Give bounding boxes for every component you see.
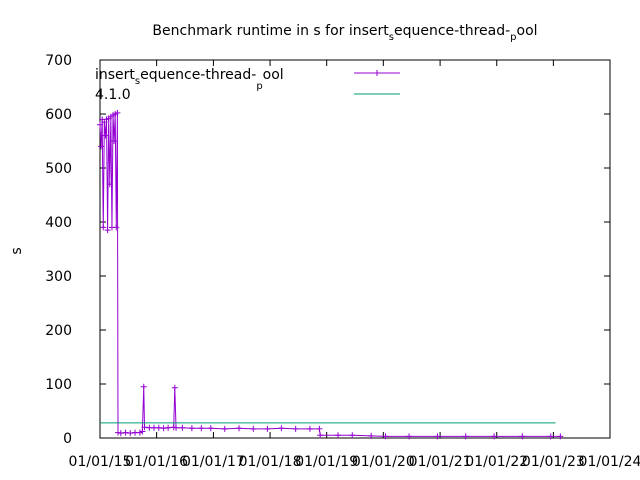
- data-point: [382, 433, 389, 440]
- legend0-part-sub1: s: [135, 76, 140, 87]
- legend-marker-series-0: [374, 70, 380, 76]
- data-point: [104, 227, 111, 234]
- x-tick-label: 01/01/22: [465, 454, 528, 470]
- x-tick-label: 01/01/20: [352, 454, 415, 470]
- data-point: [122, 429, 129, 436]
- data-point: [111, 138, 118, 144]
- y-tick-label: 700: [45, 53, 72, 69]
- legend0-part-end: ool: [263, 67, 284, 83]
- data-point: [160, 425, 167, 432]
- data-point: [113, 224, 120, 231]
- legend0-part-sub2: p: [256, 81, 262, 92]
- x-tick-label: 01/01/23: [522, 454, 585, 470]
- data-point: [278, 425, 285, 432]
- plot-area: 010020030040050060070001/01/1501/01/1601…: [45, 53, 640, 470]
- data-point: [117, 430, 124, 437]
- legend0-part-main: insert: [95, 67, 135, 83]
- data-point: [221, 425, 228, 432]
- data-point: [155, 424, 162, 431]
- data-point: [106, 181, 113, 188]
- x-tick-label: 01/01/21: [409, 454, 472, 470]
- data-point: [406, 433, 413, 440]
- x-tick-label: 01/01/18: [239, 454, 302, 470]
- data-point: [491, 433, 498, 440]
- data-point: [165, 424, 172, 431]
- data-point: [141, 424, 148, 431]
- y-axis-label: s: [9, 247, 25, 254]
- data-point: [171, 384, 178, 391]
- legend-label-series-0: insertsequence-thread-pool: [95, 67, 284, 92]
- data-point: [100, 224, 107, 231]
- title-part-end: ool: [517, 23, 538, 39]
- y-tick-label: 0: [63, 431, 72, 447]
- data-point: [519, 433, 526, 440]
- data-point: [317, 432, 324, 439]
- data-point: [349, 432, 356, 439]
- data-point: [140, 383, 147, 390]
- x-tick-label: 01/01/17: [182, 454, 245, 470]
- legend0-part-mid: equence-thread-: [140, 67, 256, 83]
- data-point: [434, 433, 441, 440]
- data-point: [179, 424, 186, 431]
- data-point: [547, 433, 554, 440]
- data-point: [173, 424, 180, 431]
- x-tick-label: 01/01/15: [69, 454, 132, 470]
- data-point: [198, 425, 205, 432]
- series-layer: [97, 109, 564, 440]
- data-point: [316, 425, 323, 432]
- y-tick-label: 500: [45, 161, 72, 177]
- title-part-main: Benchmark runtime in s for insert: [152, 23, 389, 39]
- title-part-mid: equence-thread-: [394, 23, 510, 39]
- data-point: [98, 143, 105, 150]
- title-part-sub1: s: [389, 32, 394, 43]
- data-point: [306, 425, 313, 432]
- chart-title: Benchmark runtime in s for insertsequenc…: [152, 23, 537, 43]
- data-point: [102, 132, 109, 139]
- data-point: [264, 425, 271, 432]
- data-point: [97, 121, 103, 128]
- data-point: [557, 433, 564, 440]
- data-point: [250, 425, 257, 432]
- data-point: [114, 109, 121, 116]
- data-point: [114, 429, 121, 436]
- y-tick-label: 200: [45, 323, 72, 339]
- data-point: [207, 425, 214, 432]
- data-point: [462, 433, 469, 440]
- x-tick-label: 01/01/16: [125, 454, 188, 470]
- x-tick-label: 01/01/19: [295, 454, 358, 470]
- y-tick-label: 400: [45, 215, 72, 231]
- title-part-sub2: p: [510, 32, 516, 43]
- data-point: [139, 428, 146, 435]
- x-tick-label: 01/01/24: [579, 454, 640, 470]
- series-line-0: [99, 112, 561, 437]
- y-tick-label: 300: [45, 269, 72, 285]
- data-point: [127, 430, 134, 437]
- y-tick-label: 100: [45, 377, 72, 393]
- data-point: [188, 425, 195, 432]
- y-tick-label: 600: [45, 107, 72, 123]
- plot-border: [99, 59, 611, 439]
- data-point: [292, 425, 299, 432]
- legend: insertsequence-thread-pool 4.1.0: [95, 67, 400, 103]
- data-point: [236, 425, 243, 432]
- data-point: [368, 432, 375, 439]
- legend-label-series-1: 4.1.0: [95, 87, 131, 103]
- data-point: [335, 432, 342, 439]
